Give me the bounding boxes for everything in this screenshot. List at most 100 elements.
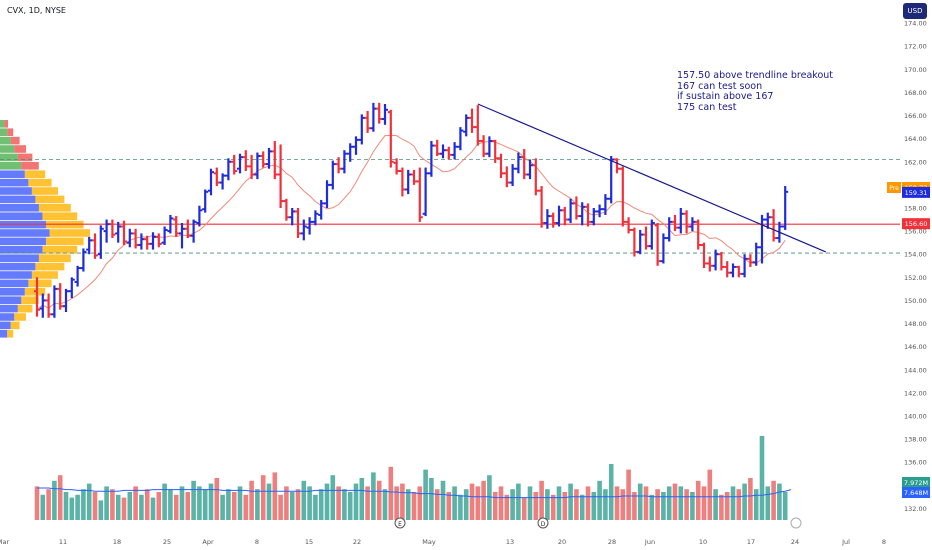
ohlc-bar <box>666 217 673 242</box>
time-tick-label: Mar <box>0 538 9 546</box>
volume-bar <box>40 494 46 520</box>
ohlc-bar <box>271 140 278 180</box>
ohlc-bar <box>34 277 40 317</box>
ohlc-bar <box>782 186 789 230</box>
ohlc-bar <box>614 158 620 174</box>
volume-bar <box>423 469 428 520</box>
ohlc-bar <box>248 154 255 180</box>
ohlc-bar <box>39 293 46 318</box>
ohlc-bar <box>440 144 446 159</box>
volume-bar <box>168 489 173 520</box>
volume-profile-bar <box>21 162 39 170</box>
volume-bar <box>782 492 788 520</box>
ohlc-bar <box>277 144 284 208</box>
volume-bar <box>185 492 191 520</box>
ohlc-bar <box>155 233 162 248</box>
volume-bar <box>487 475 492 520</box>
volume-bar <box>63 492 69 520</box>
ohlc-bar <box>167 214 174 234</box>
ohlc-bar <box>654 223 661 266</box>
volume-bar <box>597 480 602 520</box>
volume-profile-bar <box>0 271 32 279</box>
ohlc-bar <box>283 198 290 221</box>
ohlc-bar <box>225 158 232 181</box>
ohlc-bar <box>561 206 568 226</box>
price-tick-label: 144.00 <box>904 366 927 374</box>
volume-bar <box>318 489 324 520</box>
ohlc-bar <box>428 140 435 177</box>
volume-bar <box>347 492 353 520</box>
ohlc-bar <box>573 196 580 220</box>
ohlc-bar <box>695 219 702 250</box>
volume-profile-bar <box>7 330 14 338</box>
volume-bar <box>342 489 347 520</box>
ohlc-bar <box>132 228 139 249</box>
volume-bar <box>307 486 312 520</box>
volume-profile-bar <box>0 330 8 338</box>
volume-bar <box>139 494 144 520</box>
ohlc-bar <box>741 254 748 278</box>
volume-bar <box>284 486 289 520</box>
ohlc-bar <box>103 219 110 243</box>
ohlc-bar <box>202 189 209 213</box>
ohlc-bar <box>68 277 75 299</box>
ohlc-bar <box>625 217 632 234</box>
ohlc-bar <box>121 220 127 245</box>
volume-profile-bar <box>28 178 52 187</box>
volume-profile-bar <box>14 313 26 321</box>
ohlc-bar <box>689 217 696 232</box>
volume-bar <box>115 494 121 520</box>
volume-profile-bar <box>0 262 36 271</box>
price-tick-label: 132.00 <box>904 505 927 513</box>
volume-bar <box>434 489 440 520</box>
volume-profile-bar <box>31 187 58 195</box>
ohlc-bar <box>631 227 638 257</box>
volume-bar <box>521 497 527 520</box>
volume-bar <box>637 483 643 520</box>
ohlc-bar <box>422 167 429 217</box>
ohlc-bar <box>515 152 522 174</box>
ohlc-bar <box>45 293 52 318</box>
volume-bar <box>545 489 550 520</box>
volume-bar <box>52 480 57 520</box>
volume-bar <box>753 489 759 520</box>
volume-bar <box>133 486 138 520</box>
volume-bar <box>591 492 597 520</box>
volume-bar <box>243 494 249 520</box>
price-tick-label: 152.00 <box>904 274 927 282</box>
volume-profile-bar <box>0 212 43 220</box>
volume-bar <box>695 480 701 520</box>
volume-bar <box>666 486 672 520</box>
ohlc-bar <box>718 251 725 271</box>
volume-bar <box>614 486 620 520</box>
ohlc-bar <box>648 219 655 250</box>
volume-bar <box>330 475 336 520</box>
ohlc-bar <box>312 210 319 226</box>
volume-profile-bar <box>35 262 65 271</box>
price-tick-label: 140.00 <box>904 413 927 421</box>
ohlc-bar <box>724 261 731 278</box>
time-axis: Mar 11 18 25 Apr 8 15 22 May 13 20 28 Jun 10 17 24 Jul 8 <box>0 538 886 546</box>
volume-profile-bar <box>0 170 25 178</box>
volume-bar <box>492 492 498 520</box>
volume-profile-bar <box>0 204 39 212</box>
currency-button[interactable]: USD <box>903 3 927 19</box>
ohlc-bar <box>469 108 475 133</box>
volume-bar <box>359 478 365 520</box>
volume-profile-bar <box>10 321 20 330</box>
ohlc-bar <box>434 139 441 156</box>
volume-bar <box>562 492 568 520</box>
price-tick-label: 148.00 <box>904 320 927 328</box>
volume-bar <box>336 486 341 520</box>
volume-bar <box>237 486 243 520</box>
volume-profile-bar <box>35 195 65 204</box>
price-tick-label: 146.00 <box>904 343 927 351</box>
volume-bar <box>69 497 75 520</box>
volume-bar <box>730 486 736 520</box>
volume-bar <box>371 472 376 520</box>
volume-profile-bar <box>0 128 8 136</box>
time-tick-label: 17 <box>747 538 755 546</box>
volume-profile-bar <box>0 313 15 321</box>
volume-bar <box>272 472 278 520</box>
